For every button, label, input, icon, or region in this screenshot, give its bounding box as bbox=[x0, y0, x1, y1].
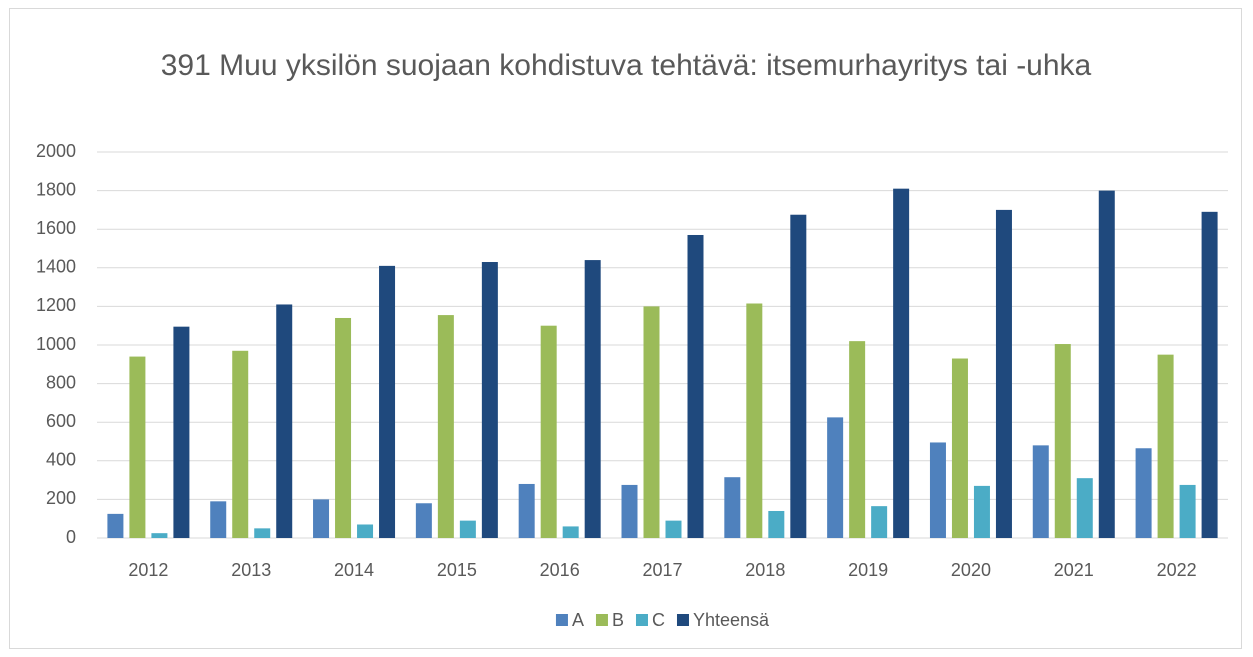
x-tick-label: 2013 bbox=[231, 560, 271, 580]
bar bbox=[357, 524, 374, 538]
bar bbox=[540, 325, 557, 538]
bar bbox=[621, 484, 638, 538]
x-tick-label: 2021 bbox=[1054, 560, 1094, 580]
legend-label: B bbox=[612, 610, 624, 630]
bar bbox=[1179, 484, 1196, 538]
y-tick-label: 0 bbox=[66, 527, 76, 547]
bar bbox=[1054, 344, 1071, 538]
bar bbox=[151, 533, 168, 538]
bar bbox=[173, 326, 190, 538]
bar bbox=[210, 501, 227, 538]
bar bbox=[1201, 211, 1218, 538]
bar bbox=[687, 234, 704, 539]
legend-label: A bbox=[572, 610, 584, 630]
bar bbox=[1076, 478, 1093, 538]
bar bbox=[1032, 445, 1049, 538]
x-tick-label: 2017 bbox=[642, 560, 682, 580]
chart-title: 391 Muu yksilön suojaan kohdistuva tehtä… bbox=[160, 49, 1092, 82]
legend-swatch bbox=[555, 614, 568, 626]
bar bbox=[437, 315, 454, 538]
bar bbox=[973, 485, 990, 538]
bar bbox=[379, 265, 396, 538]
y-tick-label: 400 bbox=[46, 450, 76, 470]
x-tick-label: 2018 bbox=[745, 560, 785, 580]
y-tick-label: 1400 bbox=[36, 257, 76, 277]
x-tick-label: 2015 bbox=[437, 560, 477, 580]
y-tick-label: 1200 bbox=[36, 295, 76, 315]
x-tick-label: 2014 bbox=[334, 560, 374, 580]
legend-swatch bbox=[595, 614, 608, 626]
bar bbox=[232, 350, 249, 538]
x-tick-label: 2019 bbox=[848, 560, 888, 580]
y-tick-label: 600 bbox=[46, 411, 76, 431]
chart-frame bbox=[9, 8, 1242, 649]
bar bbox=[518, 483, 535, 538]
bar bbox=[827, 417, 844, 538]
bar bbox=[871, 506, 888, 538]
bar bbox=[665, 520, 682, 538]
bar bbox=[254, 528, 271, 538]
bar bbox=[313, 499, 330, 538]
bar bbox=[643, 306, 660, 538]
y-tick-label: 2000 bbox=[36, 141, 76, 161]
bar bbox=[107, 513, 124, 538]
bar bbox=[768, 510, 785, 538]
x-tick-label: 2020 bbox=[951, 560, 991, 580]
x-tick-label: 2016 bbox=[540, 560, 580, 580]
y-tick-label: 1600 bbox=[36, 218, 76, 238]
legend-label: Yhteensä bbox=[693, 610, 770, 630]
legend-label: C bbox=[652, 610, 665, 630]
bar bbox=[746, 303, 763, 538]
legend-swatch bbox=[676, 614, 689, 626]
bar bbox=[1135, 448, 1152, 538]
bar bbox=[849, 341, 866, 538]
bar bbox=[129, 356, 146, 538]
bar bbox=[951, 358, 968, 538]
bar bbox=[276, 304, 293, 538]
bar bbox=[584, 260, 601, 538]
x-tick-label: 2012 bbox=[128, 560, 168, 580]
bar bbox=[415, 503, 432, 538]
bar bbox=[335, 317, 352, 538]
y-tick-label: 1800 bbox=[36, 179, 76, 199]
bar bbox=[724, 477, 741, 538]
bar bbox=[562, 526, 579, 538]
x-tick-label: 2022 bbox=[1157, 560, 1197, 580]
y-tick-label: 800 bbox=[46, 372, 76, 392]
bar bbox=[929, 442, 946, 538]
bar bbox=[995, 209, 1012, 538]
bar bbox=[459, 520, 476, 538]
y-tick-label: 200 bbox=[46, 488, 76, 508]
legend-swatch bbox=[635, 614, 648, 626]
bar bbox=[1098, 190, 1115, 538]
y-tick-label: 1000 bbox=[36, 334, 76, 354]
bar bbox=[481, 262, 498, 538]
bar bbox=[893, 188, 910, 539]
bar bbox=[1157, 354, 1174, 538]
bar bbox=[790, 214, 807, 538]
